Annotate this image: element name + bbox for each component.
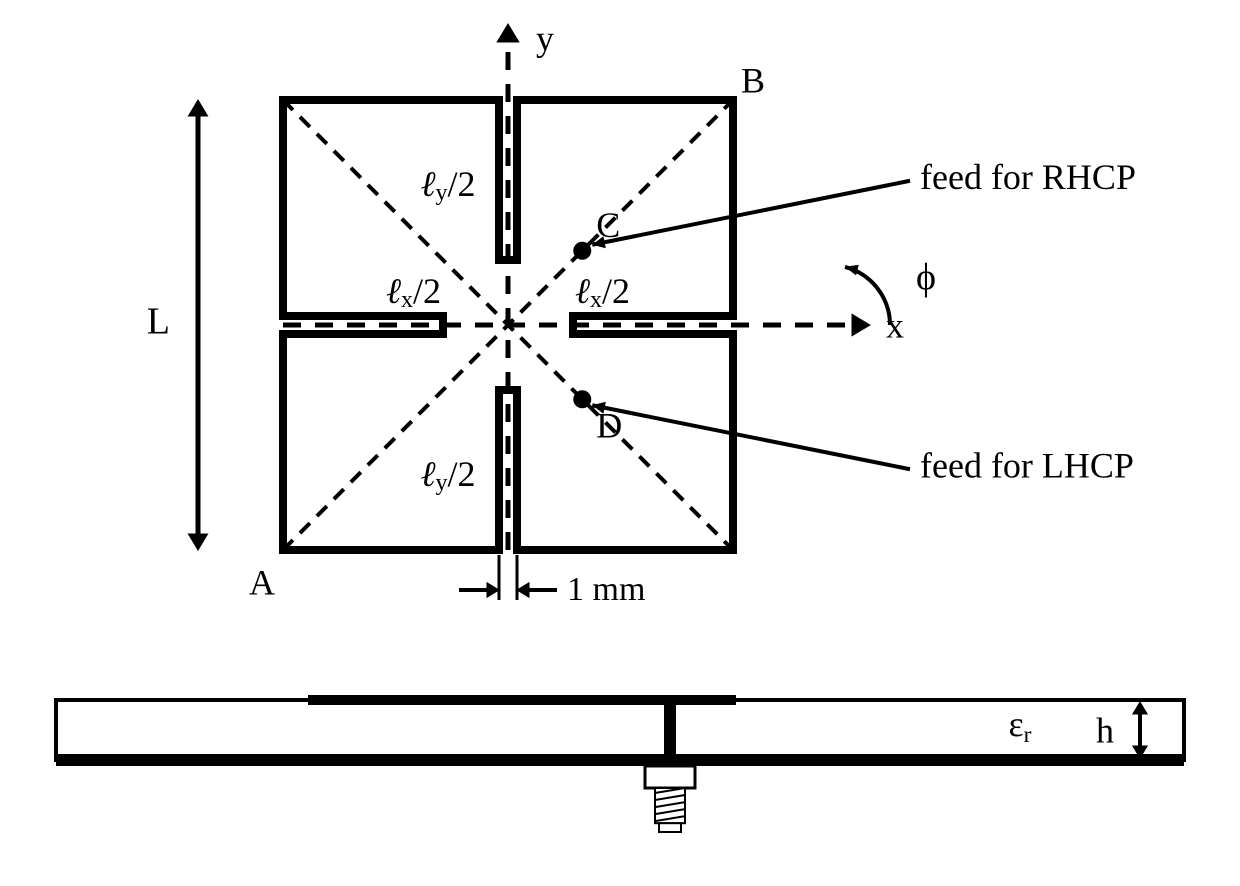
corner-B: B [741, 60, 765, 100]
label-ly-bottom: ℓy/2 [420, 454, 475, 495]
feed-point-D [573, 390, 591, 408]
antenna-diagram: yxABCDfeed for RHCPfeed for LHCPLℓx/2ℓx/… [0, 0, 1240, 886]
connector-body [645, 766, 695, 788]
y-axis-label: y [536, 18, 554, 58]
phi-label: ϕ [916, 257, 936, 299]
label-lx-right: ℓx/2 [575, 271, 630, 312]
feed-caption-rhcp: feed for RHCP [920, 157, 1136, 197]
corner-A: A [249, 562, 275, 602]
slot-width-label: 1 mm [567, 571, 645, 608]
dim-L-label: L [147, 301, 170, 343]
feed-caption-lhcp: feed for LHCP [920, 446, 1134, 486]
feed-point-C [573, 242, 591, 260]
h-label: h [1096, 710, 1114, 750]
label-ly-top: ℓy/2 [420, 164, 475, 205]
label-lx-left: ℓx/2 [386, 271, 441, 312]
